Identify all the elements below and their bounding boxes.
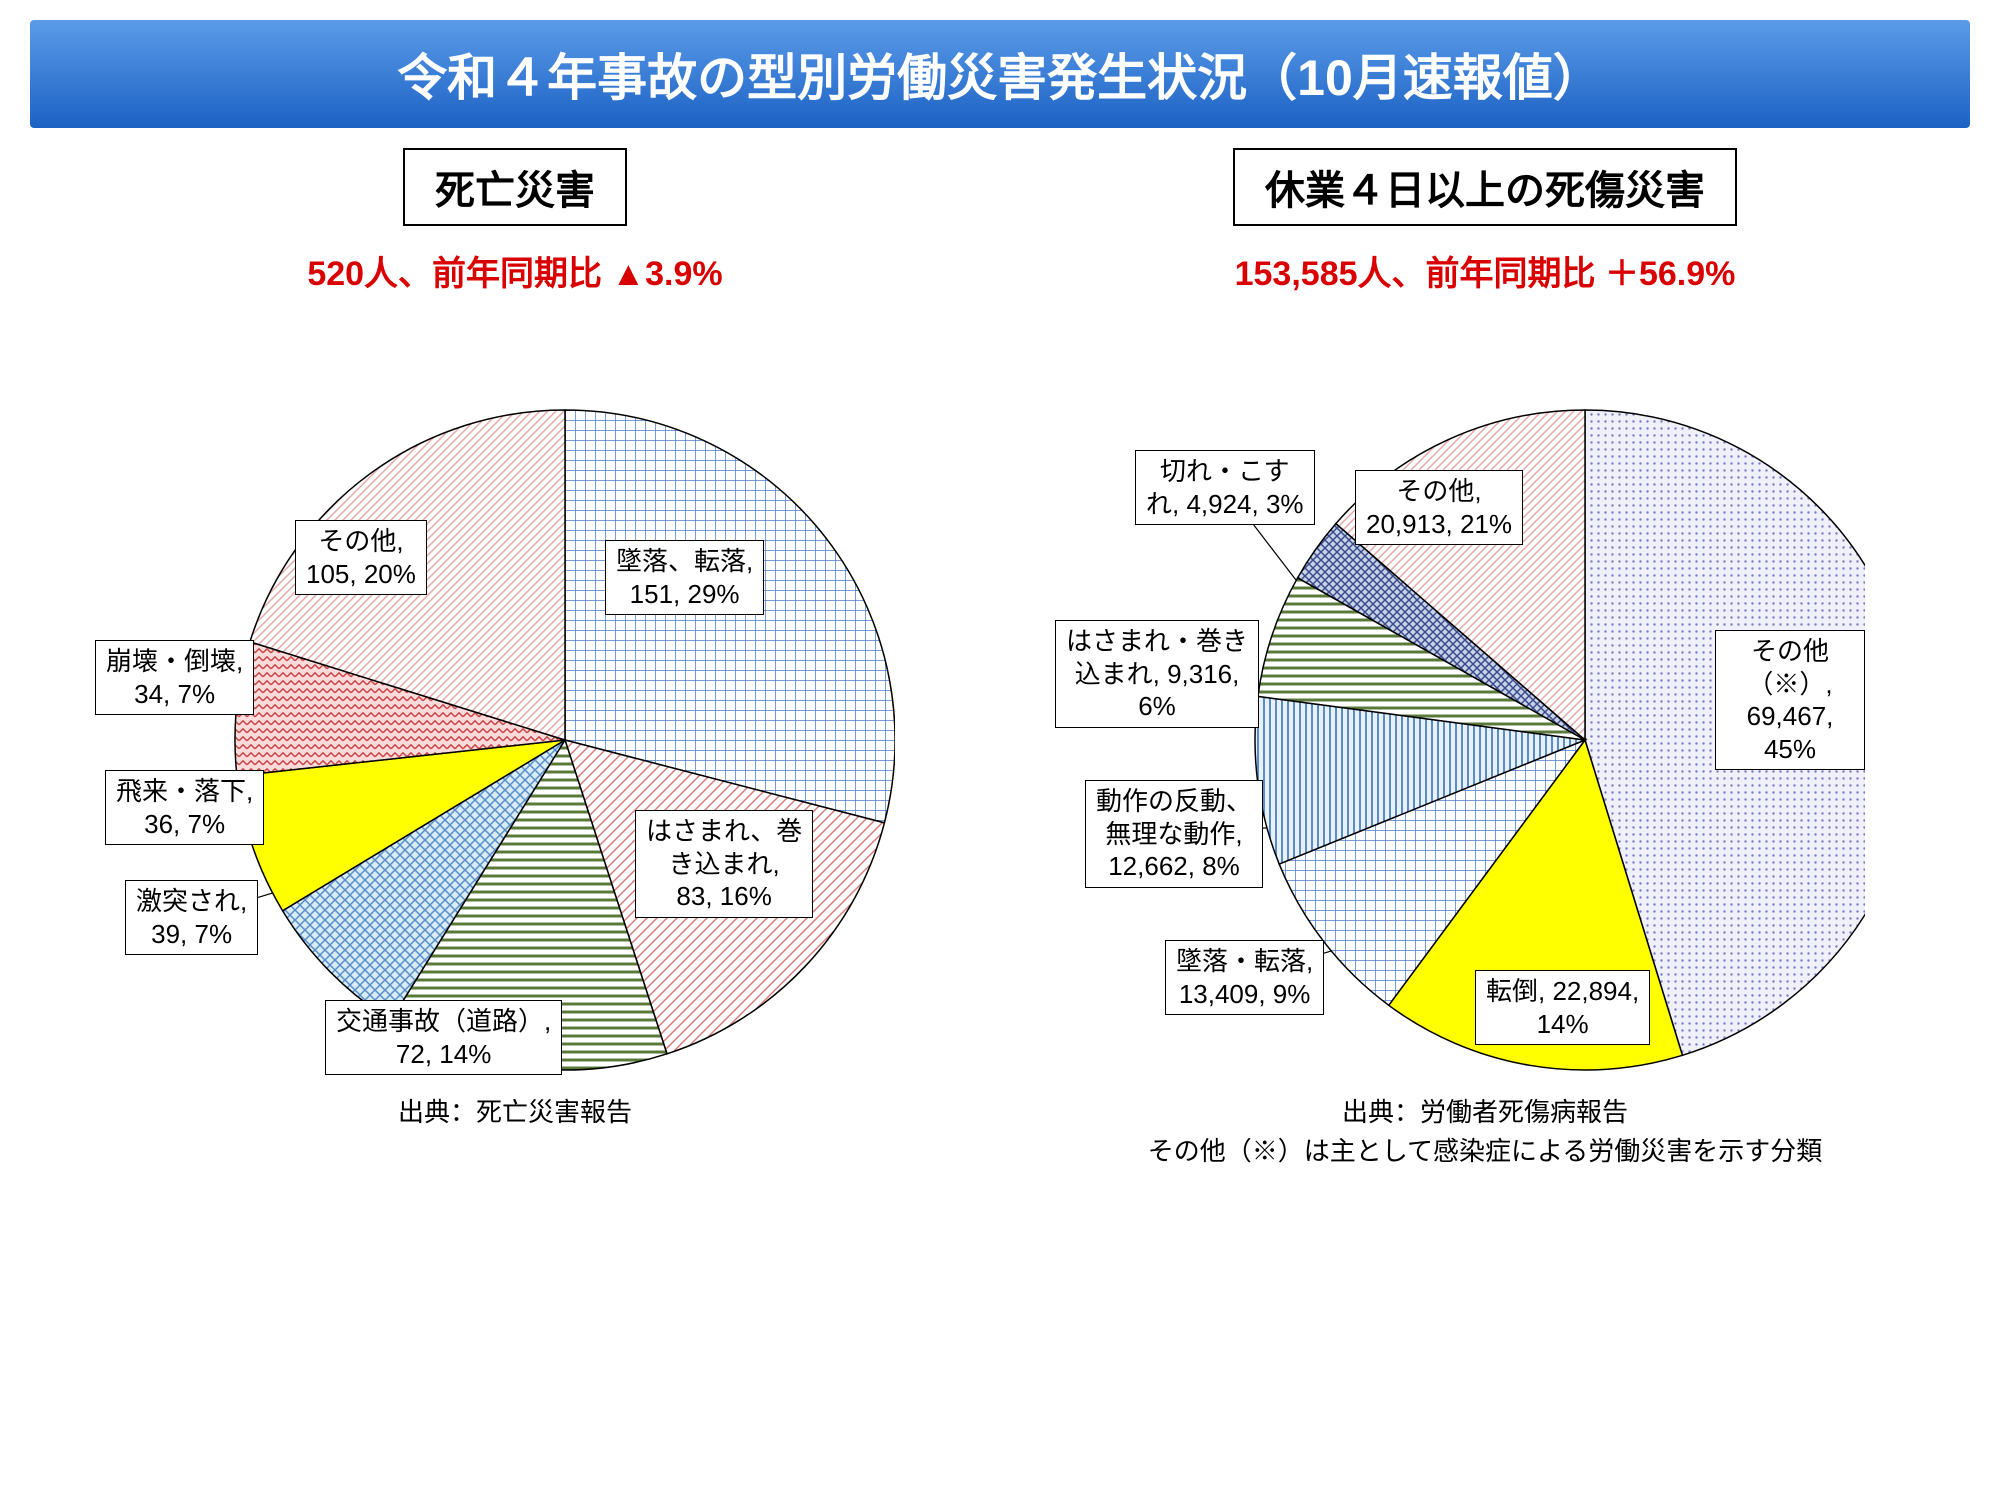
chart-right-stat: 153,585人、前年同期比 ＋56.9% (1235, 246, 1736, 295)
slice-label: 交通事故（道路）, 72, 14% (325, 1000, 562, 1075)
slice-label: 動作の反動、 無理な動作, 12,662, 8% (1085, 780, 1263, 888)
pie-left: 墜落、転落, 151, 29% はさまれ、巻 き込まれ, 83, 16% 交通事故（… (135, 320, 895, 1080)
slice-label: その他（※）, 69,467, 45% (1715, 630, 1865, 770)
slice-label: 転倒, 22,894, 14% (1475, 970, 1650, 1045)
chart-left-title: 死亡災害 (403, 148, 627, 226)
chart-right-footnote: その他（※）は主として感染症による労働災害を示す分類 (1148, 1131, 1822, 1168)
chart-left: 死亡災害 520人、前年同期比 ▲3.9% 墜落、転落, 151, 29% はさま… (30, 148, 1000, 1168)
slice-label: その他, 20,913, 21% (1355, 470, 1523, 545)
chart-left-stat: 520人、前年同期比 ▲3.9% (307, 246, 722, 295)
slice-label: 激突され, 39, 7% (125, 880, 258, 955)
title-banner: 令和４年事故の型別労働災害発生状況（10月速報値） (30, 20, 1970, 128)
chart-right-title: 休業４日以上の死傷災害 (1233, 148, 1737, 226)
chart-right: 休業４日以上の死傷災害 153,585人、前年同期比 ＋56.9% その他（※）… (1000, 148, 1970, 1168)
slice-label: 墜落、転落, 151, 29% (605, 540, 764, 615)
charts-row: 死亡災害 520人、前年同期比 ▲3.9% 墜落、転落, 151, 29% はさま… (0, 138, 2000, 1168)
slice-label: 飛来・落下, 36, 7% (105, 770, 264, 845)
slice-label: はさまれ・巻き 込まれ, 9,316, 6% (1055, 620, 1259, 728)
chart-right-source: 出典：労働者死傷病報告 (1342, 1092, 1628, 1129)
pie-right: その他（※）, 69,467, 45% 転倒, 22,894, 14% 墜落・転落,… (1105, 320, 1865, 1080)
slice-label: はさまれ、巻 き込まれ, 83, 16% (635, 810, 813, 918)
slice-label: その他, 105, 20% (295, 520, 427, 595)
slice-label: 崩壊・倒壊, 34, 7% (95, 640, 254, 715)
slice-label: 墜落・転落, 13,409, 9% (1165, 940, 1324, 1015)
chart-left-source: 出典：死亡災害報告 (398, 1092, 632, 1129)
slice-label: 切れ・こす れ, 4,924, 3% (1135, 450, 1315, 525)
title-text: 令和４年事故の型別労働災害発生状況（10月速報値） (397, 50, 1603, 106)
